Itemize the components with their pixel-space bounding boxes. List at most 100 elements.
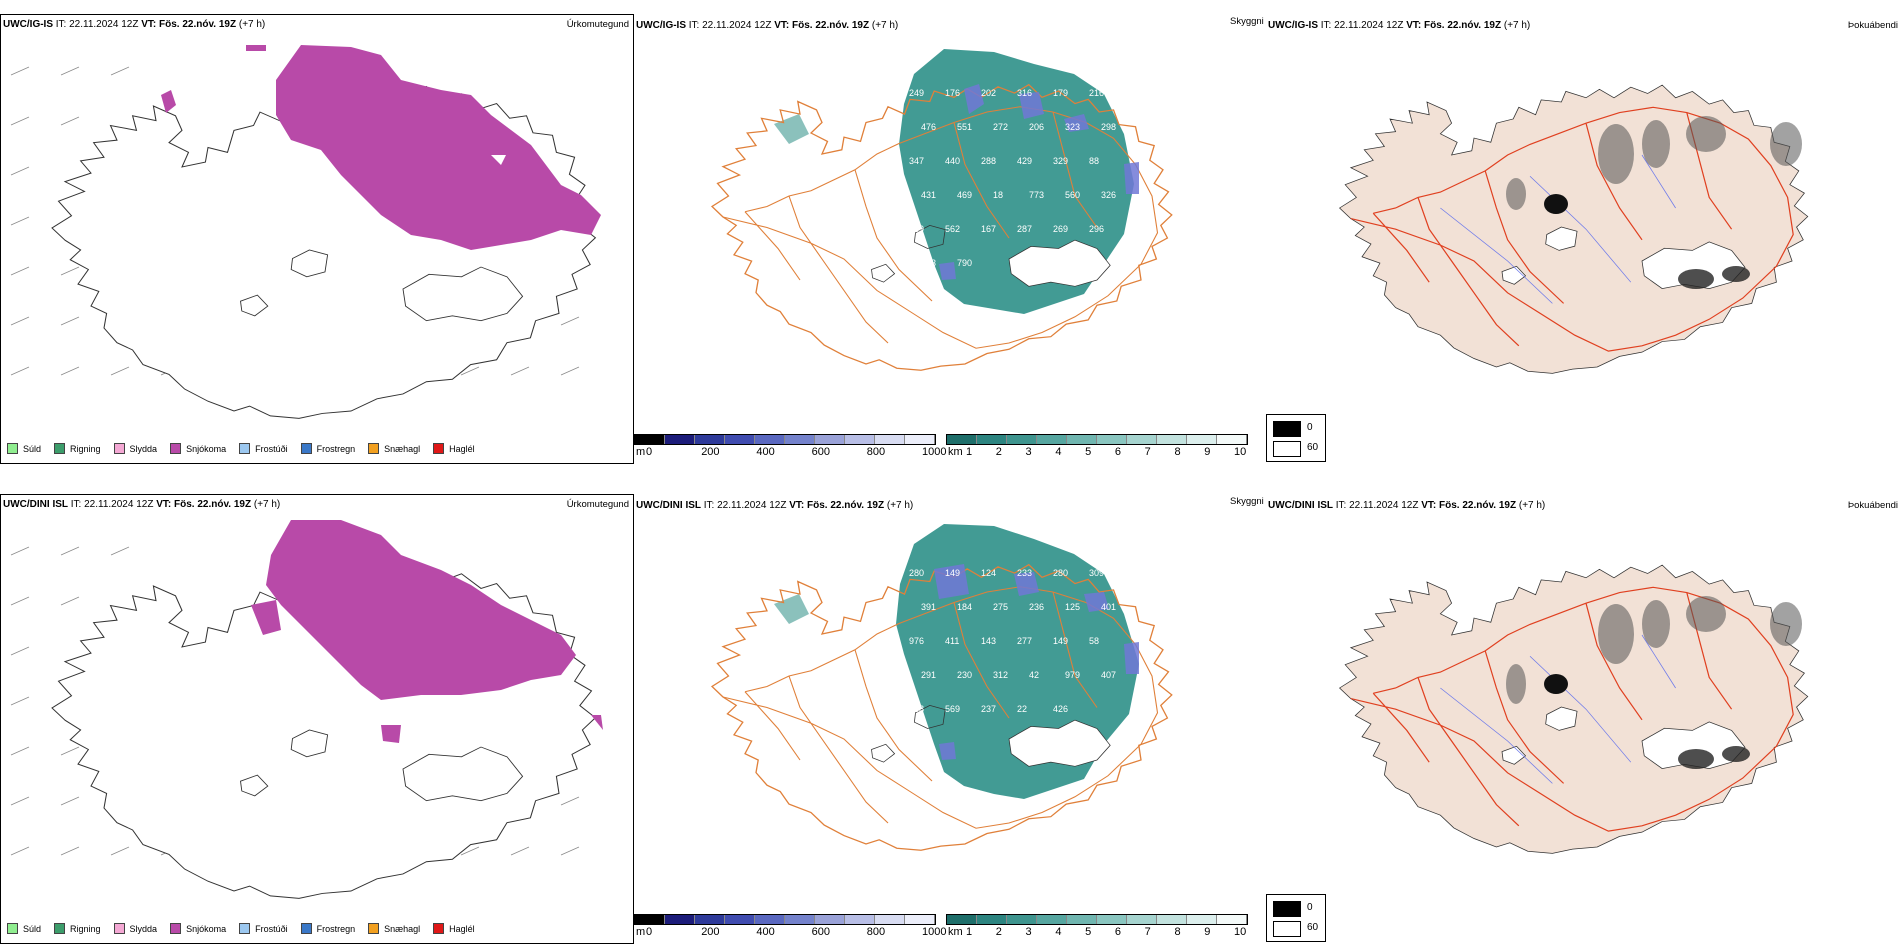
colorbar-segment [977, 915, 1007, 924]
colorbar-tick: 3 [1025, 446, 1032, 458]
colorbar-segment [1127, 915, 1157, 924]
colorbar-tick: 9 [1204, 446, 1211, 458]
cloud-base-number: 42 [1029, 670, 1039, 680]
skyggni-map: 280 149 124 233 280 309 391 184 275 236 125 401 976 4… [711, 524, 1173, 851]
legend-item: Rigning [54, 923, 101, 934]
legend-item: Snjókoma [170, 443, 226, 454]
cloud-base-number: 280 [1053, 568, 1068, 578]
cloud-base-number: 316 [1017, 88, 1032, 98]
colorbar-segment [1007, 915, 1037, 924]
cloud-base-number: 790 [957, 258, 972, 268]
cloud-base-number: 469 [957, 190, 972, 200]
cloud-base-numbers: 280 149 124 233 280 309 391 184 275 236 125 401 976 4… [909, 568, 1116, 714]
colorbar-segment [725, 915, 755, 924]
cloud-base-number: 149 [945, 568, 960, 578]
legend-swatch [54, 443, 66, 454]
panel-title: UWC/IG-IS IT: 22.11.2024 12Z VT: Fös. 22… [636, 20, 899, 31]
cloud-base-number: 202 [981, 88, 996, 98]
precip-type-map [10, 45, 601, 419]
legend-item: Slydda [113, 443, 157, 454]
precip-type-legend: Súld Rigning Slydda Snjókoma Frostúði Fr… [7, 443, 488, 454]
legend-item: Rigning [54, 443, 101, 454]
colorbar-tick: 10 [1234, 926, 1247, 938]
colorbar-tick: 10 [1234, 446, 1247, 458]
cloud-base-number: 249 [909, 88, 924, 98]
colorbar-tick: 200 [701, 926, 720, 938]
legend-swatch [239, 923, 251, 934]
panel-title: UWC/DINI ISL IT: 22.11.2024 12Z VT: Fös.… [3, 499, 281, 510]
cloud-base-number: 429 [1017, 156, 1032, 166]
colorbar-tick: 200 [701, 446, 720, 458]
colorbar-segment [1067, 435, 1097, 444]
cloud-base-number: 179 [1053, 88, 1068, 98]
cloud-base-number: 277 [1017, 636, 1032, 646]
colorbar-tick: 400 [756, 446, 775, 458]
skyggni-panel-1: UWC/IG-IS IT: 22.11.2024 12Z VT: Fös. 22… [634, 14, 1266, 464]
colorbar-tick: 1000 [922, 446, 947, 458]
colorbar-tick: 7 [1144, 446, 1151, 458]
cloud-base-number: 230 [957, 670, 972, 680]
legend-item: Haglél [433, 923, 475, 934]
colorbar-segment [1157, 435, 1187, 444]
skyggni-label: Skyggni [1230, 496, 1264, 507]
colorbar-segment [845, 435, 875, 444]
colorbar-segment [947, 915, 977, 924]
cloud-base-number: 58 [1089, 636, 1099, 646]
legend-item: Súld [7, 443, 41, 454]
legend-item: Súld [7, 923, 41, 934]
colorbar-tick: 4 [1055, 926, 1062, 938]
fog-swatch-black [1273, 901, 1301, 917]
colorbar-segment [755, 915, 785, 924]
cloud-base-number: 237 [981, 704, 996, 714]
fog-label-60: 60 [1307, 442, 1319, 453]
precip-type-label: Úrkomutegund [566, 19, 629, 30]
cloud-base-unit: m [636, 926, 646, 938]
legend-swatch [113, 923, 125, 934]
precip-type-panel-2: UWC/DINI ISL IT: 22.11.2024 12Z VT: Fös.… [0, 494, 634, 944]
legend-swatch [368, 443, 380, 454]
legend-swatch [7, 443, 18, 454]
legend-item: Snæhagl [368, 923, 420, 934]
fog-label-0: 0 [1307, 422, 1313, 433]
legend-swatch [7, 923, 18, 934]
cloud-base-number: 206 [1029, 122, 1044, 132]
visibility-colorbar [946, 914, 1248, 925]
skyggni-map: 249 176 202 316 179 216 476 551 272 206 323 298 347 4… [711, 49, 1173, 371]
colorbar-tick: 5 [1085, 446, 1092, 458]
precip-type-label: Úrkomutegund [566, 499, 629, 510]
legend-item: Frostregn [300, 443, 355, 454]
colorbar-tick: 4 [1055, 446, 1062, 458]
cloud-base-number: 979 [1065, 670, 1080, 680]
colorbar-segment [755, 435, 785, 444]
colorbar-segment [1037, 435, 1067, 444]
cloud-base-unit: m [636, 446, 646, 458]
colorbar-tick: 8 [1174, 446, 1181, 458]
colorbar-segment [785, 435, 815, 444]
colorbar-tick: 8 [1174, 926, 1181, 938]
cloud-base-number: 560 [1065, 190, 1080, 200]
colorbar-tick: 2 [995, 926, 1002, 938]
colorbar-tick: 800 [866, 926, 886, 938]
colorbar-tick: 1 [966, 926, 973, 938]
cloud-base-number: 569 [945, 704, 960, 714]
cloud-base-number: 288 [981, 156, 996, 166]
cloud-base-number: 233 [1017, 568, 1032, 578]
legend-swatch [433, 443, 445, 454]
cloud-base-number: 18 [993, 190, 1003, 200]
colorbar-tick: 0 [646, 446, 653, 458]
colorbar-segment [905, 915, 935, 924]
cloud-base-number: 440 [945, 156, 960, 166]
thokuabendi-label: Þokuábendi [1847, 20, 1898, 31]
cloud-base-number: 275 [993, 602, 1008, 612]
precip-type-legend: Súld Rigning Slydda Snjókoma Frostúði Fr… [7, 923, 488, 934]
fog-swatch-white [1273, 441, 1301, 457]
cloud-base-number: 88 [1089, 156, 1099, 166]
colorbar-segment [845, 915, 875, 924]
colorbar-segment [875, 915, 905, 924]
cloud-base-number: 723 [921, 258, 936, 268]
legend-swatch [300, 923, 312, 934]
colorbar-tick: 9 [1204, 926, 1211, 938]
cloud-base-number: 391 [921, 602, 936, 612]
cloud-base-number: 323 [1065, 122, 1080, 132]
cloud-base-number: 167 [981, 224, 996, 234]
